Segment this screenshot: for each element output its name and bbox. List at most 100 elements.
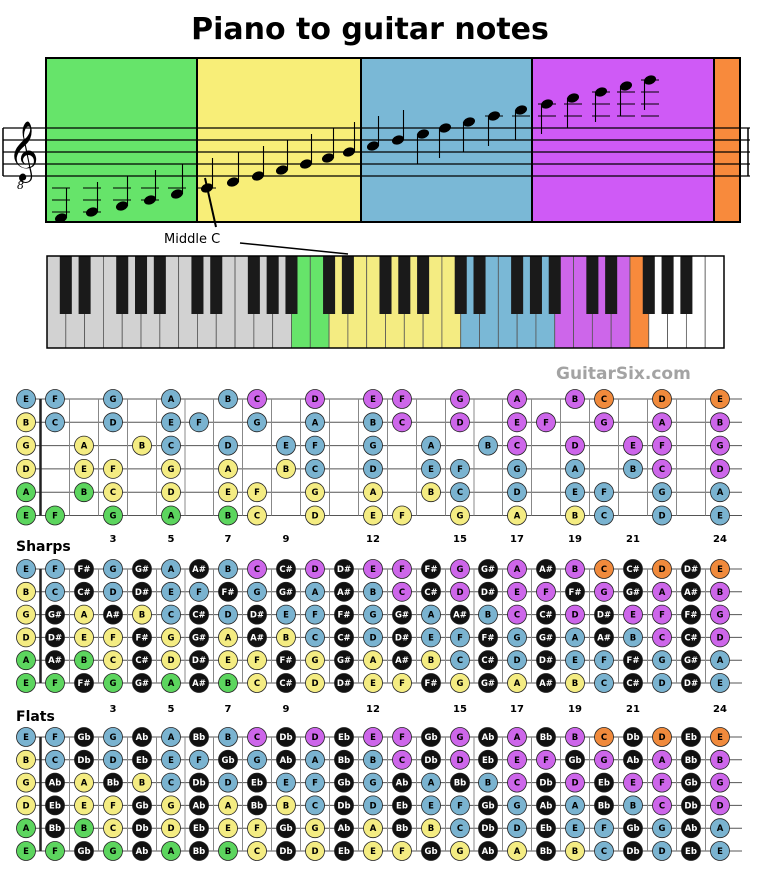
fret-note-label: D bbox=[513, 824, 520, 834]
fret-note-label: G# bbox=[539, 633, 553, 643]
fret-note-label: B bbox=[283, 465, 289, 475]
fret-note bbox=[363, 727, 383, 747]
fret-note bbox=[507, 627, 527, 648]
fret-note-label: D bbox=[369, 465, 376, 475]
fret-note bbox=[450, 795, 470, 816]
fret-note bbox=[507, 727, 527, 747]
staff-note bbox=[143, 195, 157, 205]
fret-note-label: A bbox=[514, 847, 521, 857]
fret-note bbox=[652, 581, 672, 602]
fret-note bbox=[536, 559, 556, 579]
fret-note-label: D bbox=[369, 801, 376, 811]
fret-note bbox=[132, 795, 152, 816]
fret-note-label: Db bbox=[77, 756, 90, 766]
fret-note bbox=[103, 604, 123, 625]
fret-note bbox=[652, 412, 672, 433]
fret-note-label: B bbox=[225, 395, 231, 405]
piano-black-key bbox=[605, 256, 618, 314]
fret-note-label: G bbox=[717, 779, 724, 789]
fret-note bbox=[74, 458, 94, 479]
fret-note bbox=[74, 841, 94, 861]
piano-black-key bbox=[548, 256, 561, 314]
fret-note-label: D bbox=[571, 779, 578, 789]
fret-note bbox=[392, 673, 412, 693]
fret-note bbox=[507, 482, 527, 503]
fret-note-label: Bb bbox=[598, 801, 611, 811]
fret-note-label: E bbox=[225, 824, 231, 834]
fret-note-label: F bbox=[399, 679, 405, 689]
fret-note-label: D# bbox=[684, 679, 698, 689]
fret-note bbox=[132, 435, 152, 456]
fret-note bbox=[652, 772, 672, 793]
fret-note bbox=[16, 435, 36, 456]
fret-note bbox=[392, 505, 412, 526]
fret-note-label: D bbox=[311, 565, 318, 575]
fret-note-label: C bbox=[254, 395, 260, 405]
fret-note bbox=[161, 727, 181, 747]
fretboard-naturals: E F G A B C D E F G A B C D E B C D E F G A B C D E F G A B G A B C D E F G A B… bbox=[16, 389, 742, 526]
fret-note-label: C bbox=[110, 656, 116, 666]
fret-note-label: Db bbox=[337, 801, 350, 811]
fret-note-label: C bbox=[601, 395, 607, 405]
fret-note bbox=[652, 505, 672, 526]
fret-note-label: D# bbox=[539, 656, 553, 666]
fret-note-label: Gb bbox=[481, 801, 494, 811]
fret-note-label: D bbox=[456, 418, 463, 428]
fret-note bbox=[565, 505, 585, 526]
fret-note-label: G bbox=[254, 418, 261, 428]
fret-note-label: E bbox=[514, 756, 520, 766]
fret-note-label: B bbox=[81, 824, 87, 834]
fret-note-label: Gb bbox=[424, 847, 437, 857]
fret-note bbox=[450, 458, 470, 479]
fret-note-label: G# bbox=[481, 565, 495, 575]
fret-note bbox=[710, 559, 730, 579]
piano-black-key bbox=[153, 256, 166, 314]
piano-black-key bbox=[285, 256, 298, 314]
fret-note bbox=[276, 435, 296, 456]
fret-note-label: E bbox=[572, 656, 578, 666]
fret-note-label: E bbox=[717, 847, 723, 857]
fret-note bbox=[652, 795, 672, 816]
fret-note bbox=[45, 412, 65, 433]
piano-black-key bbox=[59, 256, 72, 314]
fret-note bbox=[392, 841, 412, 861]
fret-note bbox=[421, 458, 441, 479]
fret-note bbox=[16, 389, 36, 409]
fret-note bbox=[103, 627, 123, 648]
fret-note-label: F bbox=[601, 656, 607, 666]
fret-note bbox=[478, 818, 498, 839]
fret-note-label: F# bbox=[627, 656, 640, 666]
fret-note-label: E bbox=[23, 679, 29, 689]
fret-number: 9 bbox=[283, 534, 290, 545]
fret-note bbox=[507, 650, 527, 671]
staff-note bbox=[115, 201, 129, 211]
fret-note-label: A bbox=[659, 588, 666, 598]
fret-note bbox=[45, 749, 65, 770]
fret-note bbox=[45, 627, 65, 648]
fret-note bbox=[710, 389, 730, 409]
fret-note bbox=[45, 727, 65, 747]
fret-note-label: E bbox=[283, 611, 289, 621]
fret-note bbox=[536, 604, 556, 625]
fret-note-label: A bbox=[572, 465, 579, 475]
fret-note bbox=[450, 482, 470, 503]
fret-note-label: F bbox=[52, 679, 58, 689]
fret-note bbox=[450, 749, 470, 770]
fret-note-label: D bbox=[369, 633, 376, 643]
fret-note-label: F bbox=[312, 442, 318, 452]
fret-note bbox=[276, 627, 296, 648]
fret-note-label: C# bbox=[279, 565, 292, 575]
fret-note-label: G bbox=[514, 465, 521, 475]
fret-note bbox=[565, 749, 585, 770]
fret-note bbox=[594, 604, 614, 625]
fret-note-label: Gb bbox=[77, 733, 90, 743]
fret-note-label: C bbox=[514, 779, 520, 789]
fret-note-label: F# bbox=[685, 611, 698, 621]
fret-note-label: E bbox=[630, 442, 636, 452]
fret-note bbox=[334, 727, 354, 747]
site-watermark: GuitarSix.com bbox=[556, 364, 691, 384]
fret-note bbox=[652, 482, 672, 503]
fret-note-label: D bbox=[513, 488, 520, 498]
fret-note-label: D bbox=[658, 395, 665, 405]
fret-number-rows: 3 5 7 9 12 15 17 19 21 24 3 5 7 9 12 15 17 19 21 24 bbox=[110, 534, 727, 715]
